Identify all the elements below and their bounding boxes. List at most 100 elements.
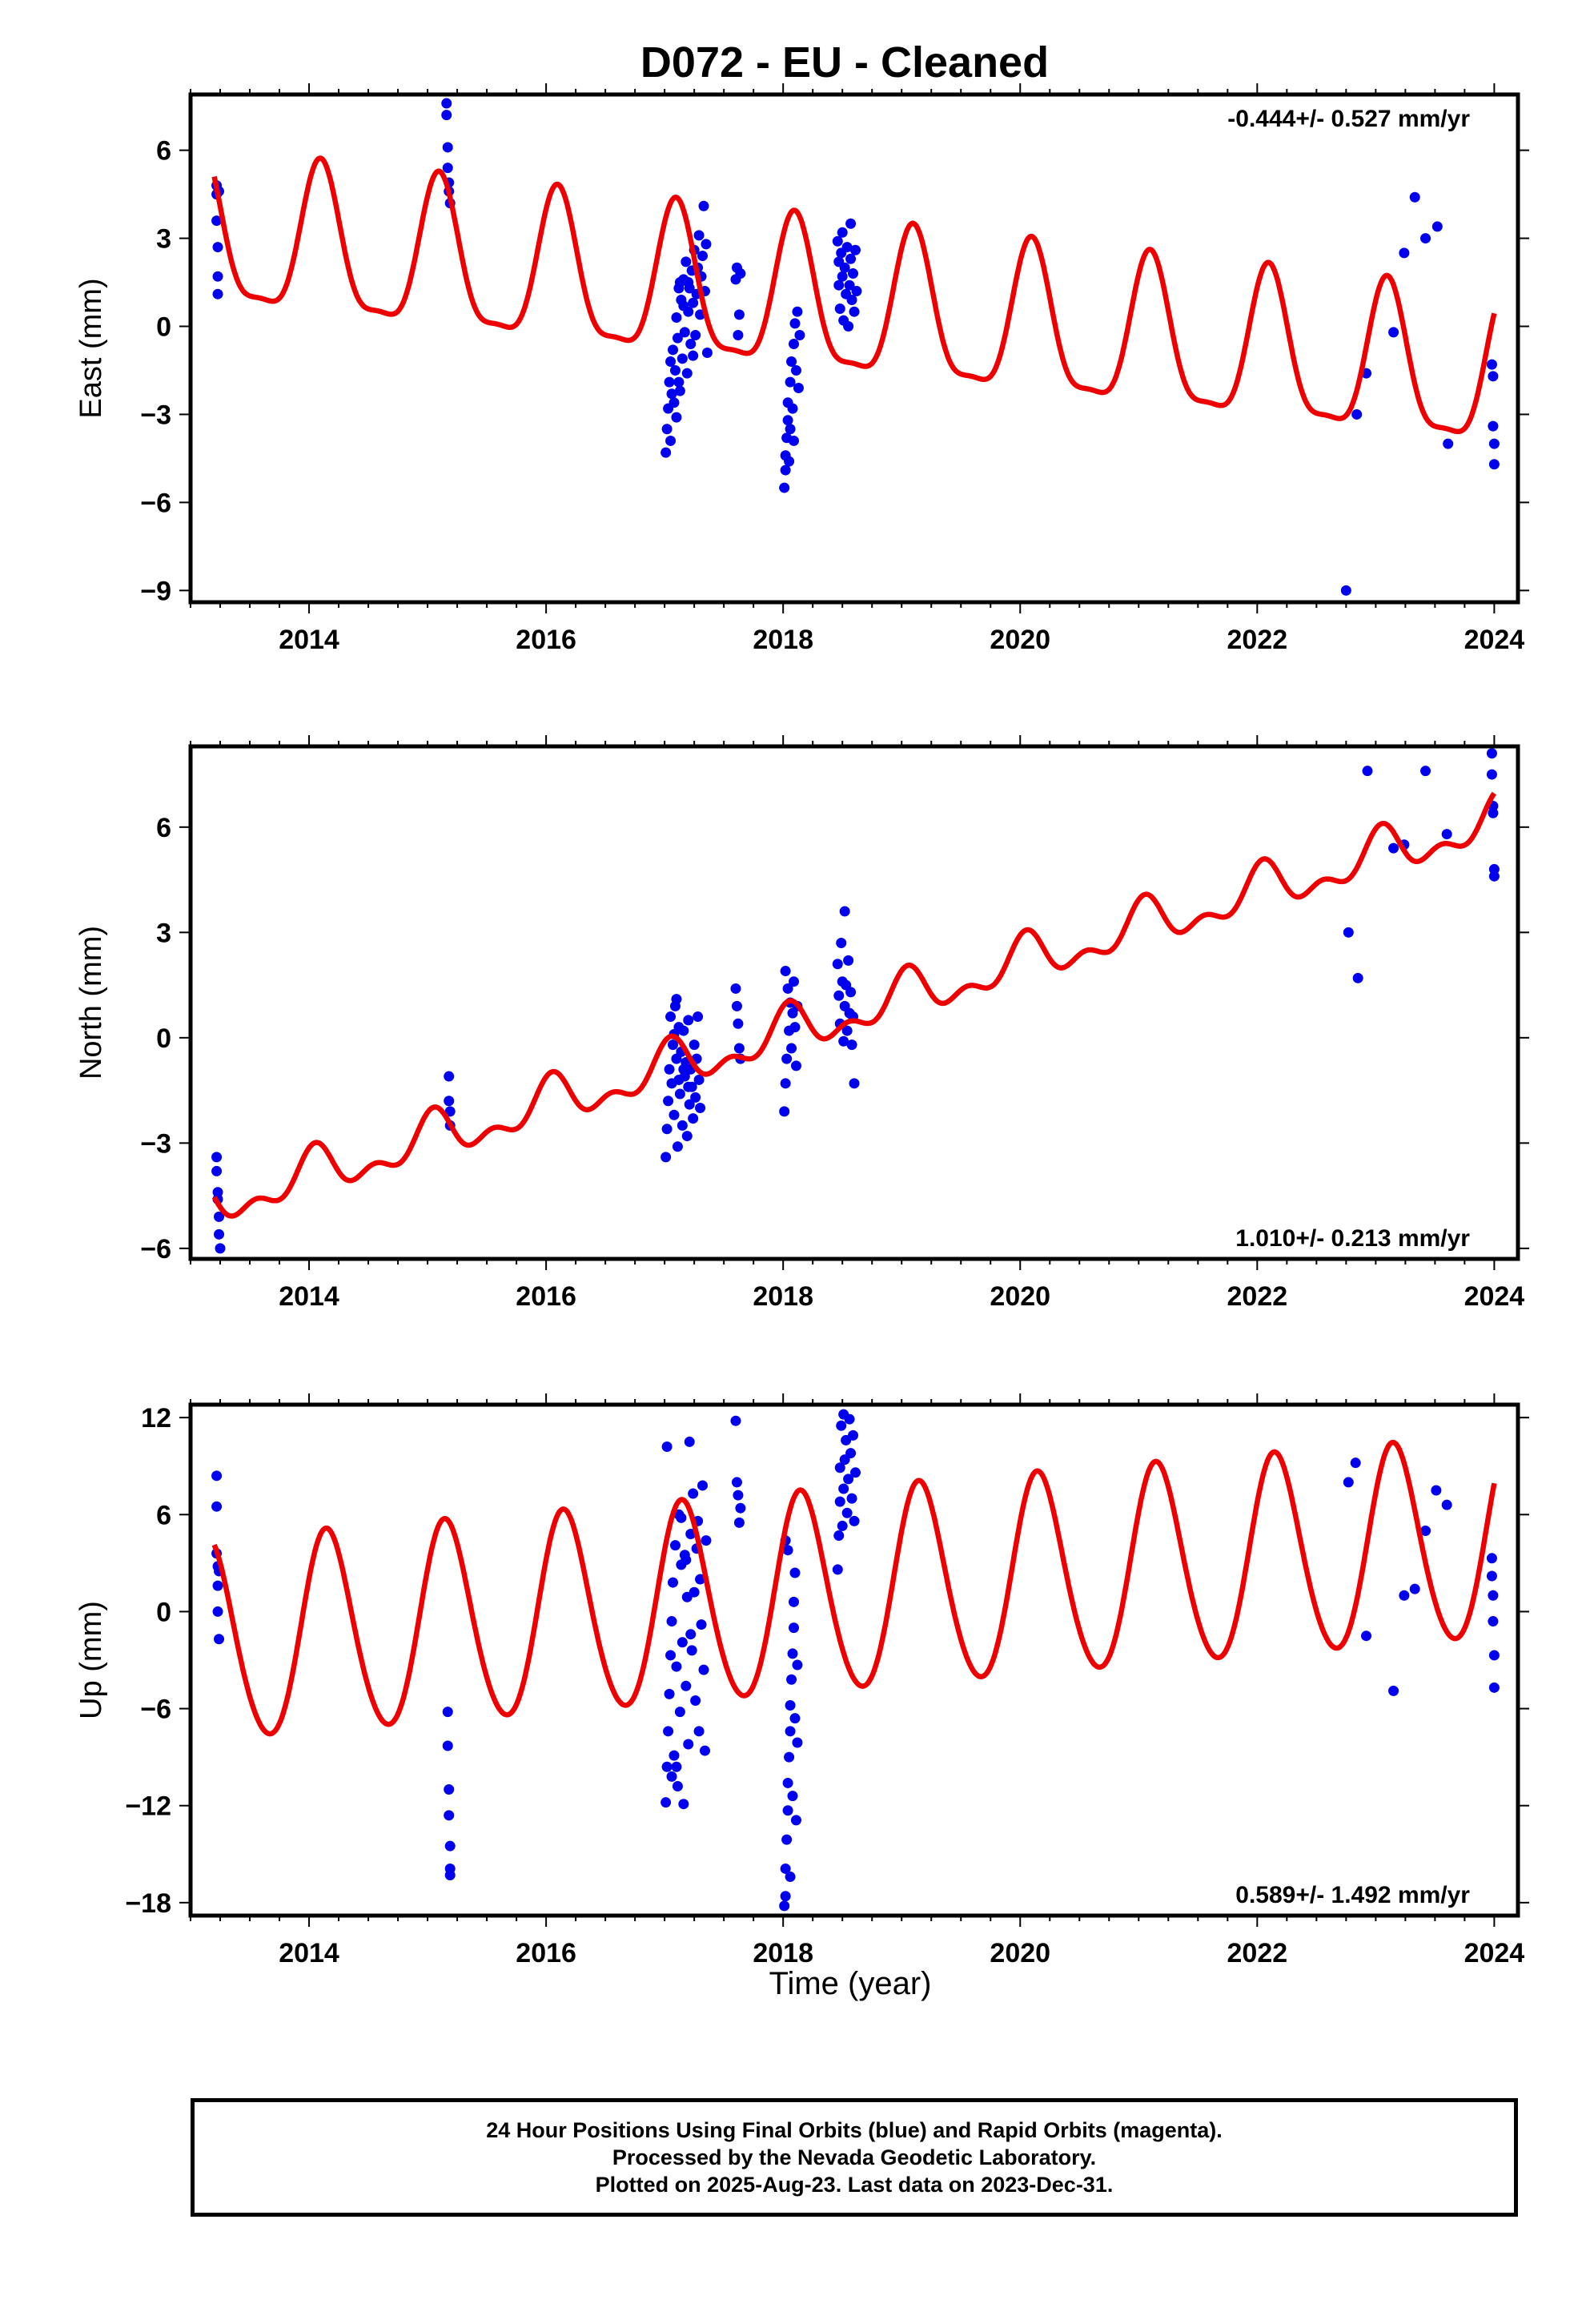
up-data-point	[832, 1564, 843, 1575]
north-data-point	[781, 1053, 793, 1064]
east-data-point	[681, 256, 692, 267]
east-x-tick-label: 2014	[279, 625, 339, 655]
north-data-point	[1486, 748, 1497, 759]
east-data-point	[785, 376, 796, 388]
east-y-tick-label: −3	[140, 400, 171, 430]
north-data-point	[444, 1071, 455, 1082]
north-data-point	[789, 976, 800, 987]
east-data-point	[849, 244, 861, 255]
up-y-tick-label: −6	[140, 1695, 171, 1725]
east-data-point	[1399, 247, 1410, 259]
north-data-point	[693, 1011, 704, 1023]
east-data-point	[701, 347, 713, 358]
up-data-point	[672, 1780, 683, 1791]
up-data-point	[789, 1713, 801, 1724]
east-data-point	[779, 482, 790, 493]
up-data-point	[838, 1483, 849, 1494]
east-x-tick-label: 2024	[1464, 625, 1525, 655]
up-data-point	[785, 1726, 796, 1737]
up-data-point	[214, 1634, 225, 1645]
north-x-tick-label: 2020	[990, 1281, 1050, 1312]
up-data-point	[848, 1429, 859, 1441]
east-data-point	[789, 318, 801, 329]
up-data-point	[849, 1467, 861, 1478]
north-data-point	[669, 1109, 680, 1120]
north-y-tick-label: 0	[156, 1023, 171, 1054]
east-data-point	[794, 330, 805, 341]
north-data-point	[663, 1096, 674, 1107]
north-data-point	[1388, 842, 1399, 854]
up-data-point	[211, 1501, 223, 1512]
up-panel: 2014 2016 2018 2020 2022 2024 −18 −12 −6 0 6 12 Up (…	[74, 1393, 1529, 1968]
north-data-point	[1352, 972, 1363, 983]
up-data-point	[683, 1739, 694, 1750]
north-data-point	[780, 966, 791, 977]
up-data-point	[792, 1659, 803, 1671]
up-data-point	[1486, 1570, 1497, 1582]
up-data-point	[782, 1777, 793, 1788]
up-rate-label: 0.589+/- 1.492 mm/yr	[1235, 1882, 1470, 1908]
up-data-point	[844, 1413, 855, 1425]
east-data-point	[212, 271, 223, 282]
up-data-point	[1409, 1583, 1420, 1594]
up-data-point	[789, 1567, 801, 1578]
east-y-tick-label: 3	[156, 224, 171, 255]
east-data-point	[1431, 221, 1443, 232]
north-data-point	[845, 987, 857, 998]
up-points	[211, 1409, 1500, 1912]
east-data-point	[1488, 459, 1500, 470]
east-data-point	[441, 110, 452, 121]
up-data-point	[695, 1574, 706, 1585]
north-data-point	[733, 1043, 745, 1054]
north-data-point	[1486, 769, 1497, 780]
up-x-tick-label: 2022	[1227, 1938, 1288, 1968]
north-data-point	[843, 955, 854, 966]
east-data-point	[1388, 327, 1399, 338]
east-data-point	[782, 415, 793, 426]
up-x-tick-label: 2018	[753, 1938, 813, 1968]
east-x-tick-label: 2020	[990, 625, 1050, 655]
east-data-point	[693, 230, 705, 241]
east-data-point	[780, 464, 791, 476]
north-data-point	[841, 1025, 853, 1036]
up-data-point	[661, 1761, 673, 1772]
up-y-tick-label: 0	[156, 1597, 171, 1627]
east-data-point	[786, 356, 797, 367]
east-data-point	[673, 283, 685, 294]
north-data-point	[693, 1074, 705, 1085]
east-data-point	[837, 271, 848, 282]
north-data-point	[839, 906, 850, 917]
up-data-point	[666, 1616, 677, 1627]
north-data-point	[690, 1092, 701, 1103]
north-x-tick-label: 2022	[1227, 1281, 1288, 1312]
north-data-point	[683, 1081, 694, 1092]
north-rate-label: 1.010+/- 0.213 mm/yr	[1235, 1225, 1470, 1252]
north-data-point	[661, 1124, 673, 1135]
up-data-point	[846, 1493, 857, 1504]
east-data-point	[701, 239, 712, 250]
up-data-point	[780, 1891, 791, 1902]
north-y-tick-label: 6	[156, 813, 171, 843]
north-data-point	[846, 1039, 857, 1051]
up-data-point	[661, 1441, 673, 1452]
north-x-tick-label: 2016	[516, 1281, 576, 1312]
north-x-tick-label: 2024	[1464, 1281, 1525, 1312]
north-data-point	[782, 983, 793, 994]
up-data-point	[731, 1477, 742, 1488]
north-data-point	[211, 1152, 223, 1163]
north-data-point	[677, 1120, 688, 1131]
east-data-point	[793, 382, 804, 393]
up-x-tick-label: 2014	[279, 1938, 339, 1968]
up-data-point	[684, 1436, 695, 1447]
east-data-point	[441, 98, 452, 109]
up-data-point	[671, 1661, 682, 1672]
east-data-point	[1340, 585, 1351, 596]
east-plot-frame	[188, 92, 1520, 605]
north-data-point	[1343, 927, 1354, 938]
up-data-point	[735, 1502, 746, 1514]
east-x-tick-label: 2016	[516, 625, 576, 655]
up-data-point	[834, 1496, 845, 1507]
east-data-point	[851, 286, 862, 297]
east-data-point	[688, 297, 699, 308]
